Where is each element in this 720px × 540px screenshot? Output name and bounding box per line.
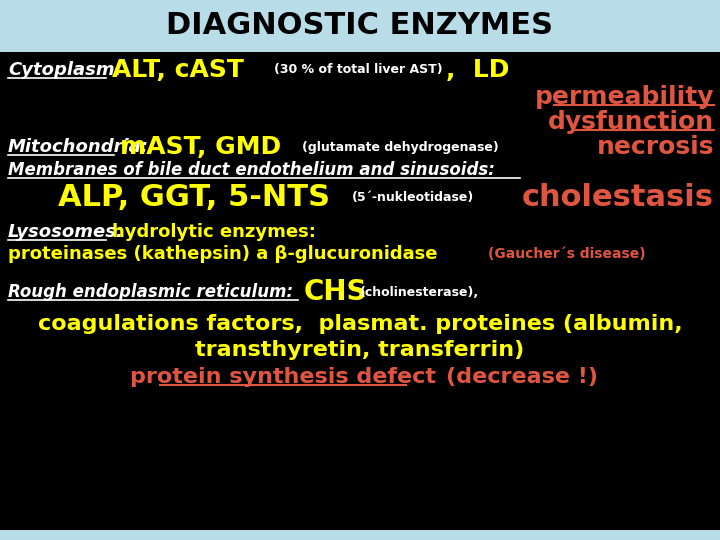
Text: cholestasis: cholestasis (522, 184, 714, 213)
Text: (Gaucher´s disease): (Gaucher´s disease) (488, 247, 646, 261)
Text: protein synthesis defect: protein synthesis defect (130, 367, 436, 387)
Text: ALP, GGT, 5-NTS: ALP, GGT, 5-NTS (58, 184, 330, 213)
Text: necrosis: necrosis (596, 135, 714, 159)
Text: mAST, GMD: mAST, GMD (120, 135, 281, 159)
Text: Cytoplasm:: Cytoplasm: (8, 61, 122, 79)
Text: proteinases (kathepsin) a β-glucuronidase: proteinases (kathepsin) a β-glucuronidas… (8, 245, 438, 263)
Text: (cholinesterase),: (cholinesterase), (360, 286, 479, 299)
Text: ALT, cAST: ALT, cAST (112, 58, 244, 82)
Text: (5´-nukleotidase): (5´-nukleotidase) (352, 192, 474, 205)
Text: DIAGNOSTIC ENZYMES: DIAGNOSTIC ENZYMES (166, 11, 554, 40)
Text: (decrease !): (decrease !) (446, 367, 598, 387)
Text: Membranes of bile duct endothelium and sinusoids:: Membranes of bile duct endothelium and s… (8, 161, 495, 179)
Text: (glutamate dehydrogenase): (glutamate dehydrogenase) (302, 140, 499, 153)
Text: coagulations factors,  plasmat. proteines (albumin,: coagulations factors, plasmat. proteines… (37, 314, 683, 334)
Text: ,  LD: , LD (446, 58, 509, 82)
Text: Mitochondria:: Mitochondria: (8, 138, 149, 156)
Text: transthyretin, transferrin): transthyretin, transferrin) (195, 340, 525, 360)
Text: permeability: permeability (534, 85, 714, 109)
Text: dysfunction: dysfunction (548, 110, 714, 134)
Text: (30 % of total liver AST): (30 % of total liver AST) (274, 64, 443, 77)
FancyBboxPatch shape (0, 530, 720, 540)
Text: Lysosomes:: Lysosomes: (8, 223, 125, 241)
Text: CHS: CHS (304, 278, 367, 306)
Text: hydrolytic enzymes:: hydrolytic enzymes: (112, 223, 316, 241)
Text: Rough endoplasmic reticulum:: Rough endoplasmic reticulum: (8, 283, 293, 301)
FancyBboxPatch shape (0, 0, 720, 52)
